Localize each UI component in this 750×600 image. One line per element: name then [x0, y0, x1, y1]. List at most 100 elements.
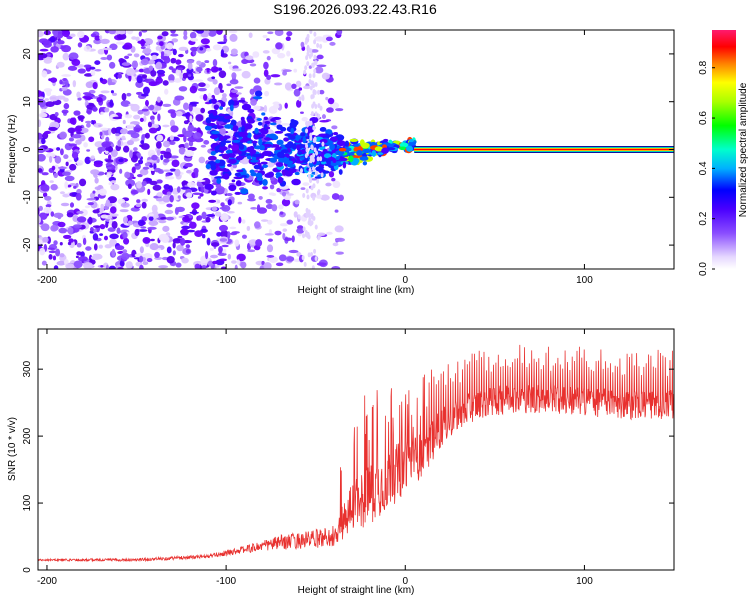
spectrogram-cell [316, 178, 320, 184]
spectrogram-cell [310, 144, 314, 150]
spectrogram-cell [117, 73, 122, 79]
spectrogram-cell [157, 113, 161, 122]
spectrogram-cell [306, 194, 310, 200]
spectrogram-cell [316, 143, 323, 148]
spectrogram-cell [312, 125, 316, 131]
spectrogram-cell [67, 65, 78, 71]
spectrogram-cell [124, 171, 131, 179]
spectrogram-cell [327, 157, 335, 160]
spectrogram-cell [38, 153, 46, 162]
spectrogram-cell [111, 248, 116, 257]
spectrogram-cell [236, 259, 241, 266]
spectrogram-cell [250, 98, 257, 106]
spectrogram-cell [172, 58, 177, 61]
spectrogram-cell [331, 265, 341, 269]
spectrogram-cell [38, 132, 43, 141]
spectrogram-cell [92, 190, 96, 194]
spectrogram-cell [246, 225, 251, 232]
spectrogram-cell [169, 194, 174, 203]
spectrogram-cell [317, 189, 321, 195]
spectrogram-cell [182, 72, 188, 79]
spectrogram-cell [215, 159, 221, 164]
spectrogram-cell [98, 146, 103, 154]
spectrogram-cell [311, 157, 315, 163]
spectrogram-cell [223, 248, 227, 254]
spectrogram-cell [238, 131, 249, 137]
spectrogram-cell [106, 166, 112, 170]
spectrogram-cell [295, 80, 302, 88]
spectrogram-y-ticks: -20 -10 0 10 20 [22, 48, 674, 252]
spectrogram-cell [142, 237, 151, 244]
spectrogram-cell [189, 211, 200, 215]
spectrogram-cell [162, 195, 171, 203]
spectrogram-cell [147, 226, 157, 230]
snr-y-tick-label: 0 [22, 567, 33, 573]
spectrogram-cell [201, 177, 211, 186]
spectrogram-cell [212, 109, 218, 117]
spectrogram-cell [134, 163, 140, 167]
spectrogram-cell [310, 251, 314, 257]
spectrogram-cell [53, 265, 59, 269]
spectrogram-cell [67, 184, 72, 188]
spectrogram-cell [67, 127, 76, 134]
spectrogram-cell [72, 80, 77, 88]
spectrogram-cell [206, 68, 210, 73]
spectrogram-cell [94, 186, 102, 190]
spectrogram-cell [38, 30, 45, 38]
spectrogram-cell [156, 192, 164, 197]
spectrogram-cell [66, 212, 74, 218]
spectrogram-cell [241, 70, 251, 79]
spectrogram-cell [338, 147, 347, 152]
spectrogram-cell [59, 191, 66, 195]
spectrogram-cell [279, 223, 289, 227]
spectrogram-cell [200, 259, 208, 267]
spectrogram-cell [312, 89, 316, 95]
spectrogram-cell [228, 144, 232, 149]
spectrogram-cell [68, 137, 75, 142]
spectrogram-cell [156, 61, 162, 68]
spectrogram-cell [156, 69, 166, 75]
spectrogram-cell [265, 199, 273, 204]
spectrogram-cell [264, 90, 270, 97]
spectrogram-cell [317, 89, 321, 95]
spectrogram-cell [87, 216, 93, 225]
spectrogram-cell [138, 68, 145, 73]
spectrogram-cell [171, 38, 179, 43]
spectrogram-cell [204, 60, 210, 64]
spectrogram-cell [219, 135, 225, 141]
spectrogram-cell [238, 216, 242, 224]
spectrogram-cell [315, 150, 319, 156]
spectrogram-cell [274, 30, 284, 37]
spectrogram-cell [69, 163, 77, 171]
spectrogram-cell [314, 66, 324, 74]
spectrogram-cell [313, 68, 317, 74]
spectrogram-cell [308, 65, 312, 69]
spectrogram-cell [215, 265, 220, 268]
spectrogram-cell [311, 265, 315, 269]
spectrogram-cell [219, 106, 224, 110]
spectrogram-cell [110, 90, 114, 94]
spectrogram-cell [275, 162, 284, 168]
spectrogram-cell [119, 260, 125, 267]
spectrogram-cell [181, 257, 189, 264]
spectrogram-cell [277, 52, 286, 59]
spectrogram-cell [44, 98, 50, 101]
spectrogram-cell [61, 109, 69, 114]
spectrogram-cell [238, 143, 245, 150]
spectrogram-cell [200, 31, 210, 38]
spectrogram-cell [209, 170, 218, 176]
spectrogram-cell [319, 156, 323, 162]
spectrogram-cell [348, 155, 354, 163]
snr-x-tick-label: -200 [37, 576, 57, 587]
spectrogram-cell [127, 183, 132, 190]
spectrogram-cell [310, 220, 314, 226]
spectrogram-cell [124, 114, 133, 119]
spectrogram-cell [154, 251, 160, 259]
spectrogram-x-tick-label: -100 [216, 275, 236, 286]
spectrogram-cell [360, 142, 370, 149]
spectrogram-cell [162, 124, 170, 128]
spectrogram-cell [338, 169, 343, 175]
spectrogram-cell [254, 127, 259, 134]
spectrogram-cell [146, 258, 153, 263]
